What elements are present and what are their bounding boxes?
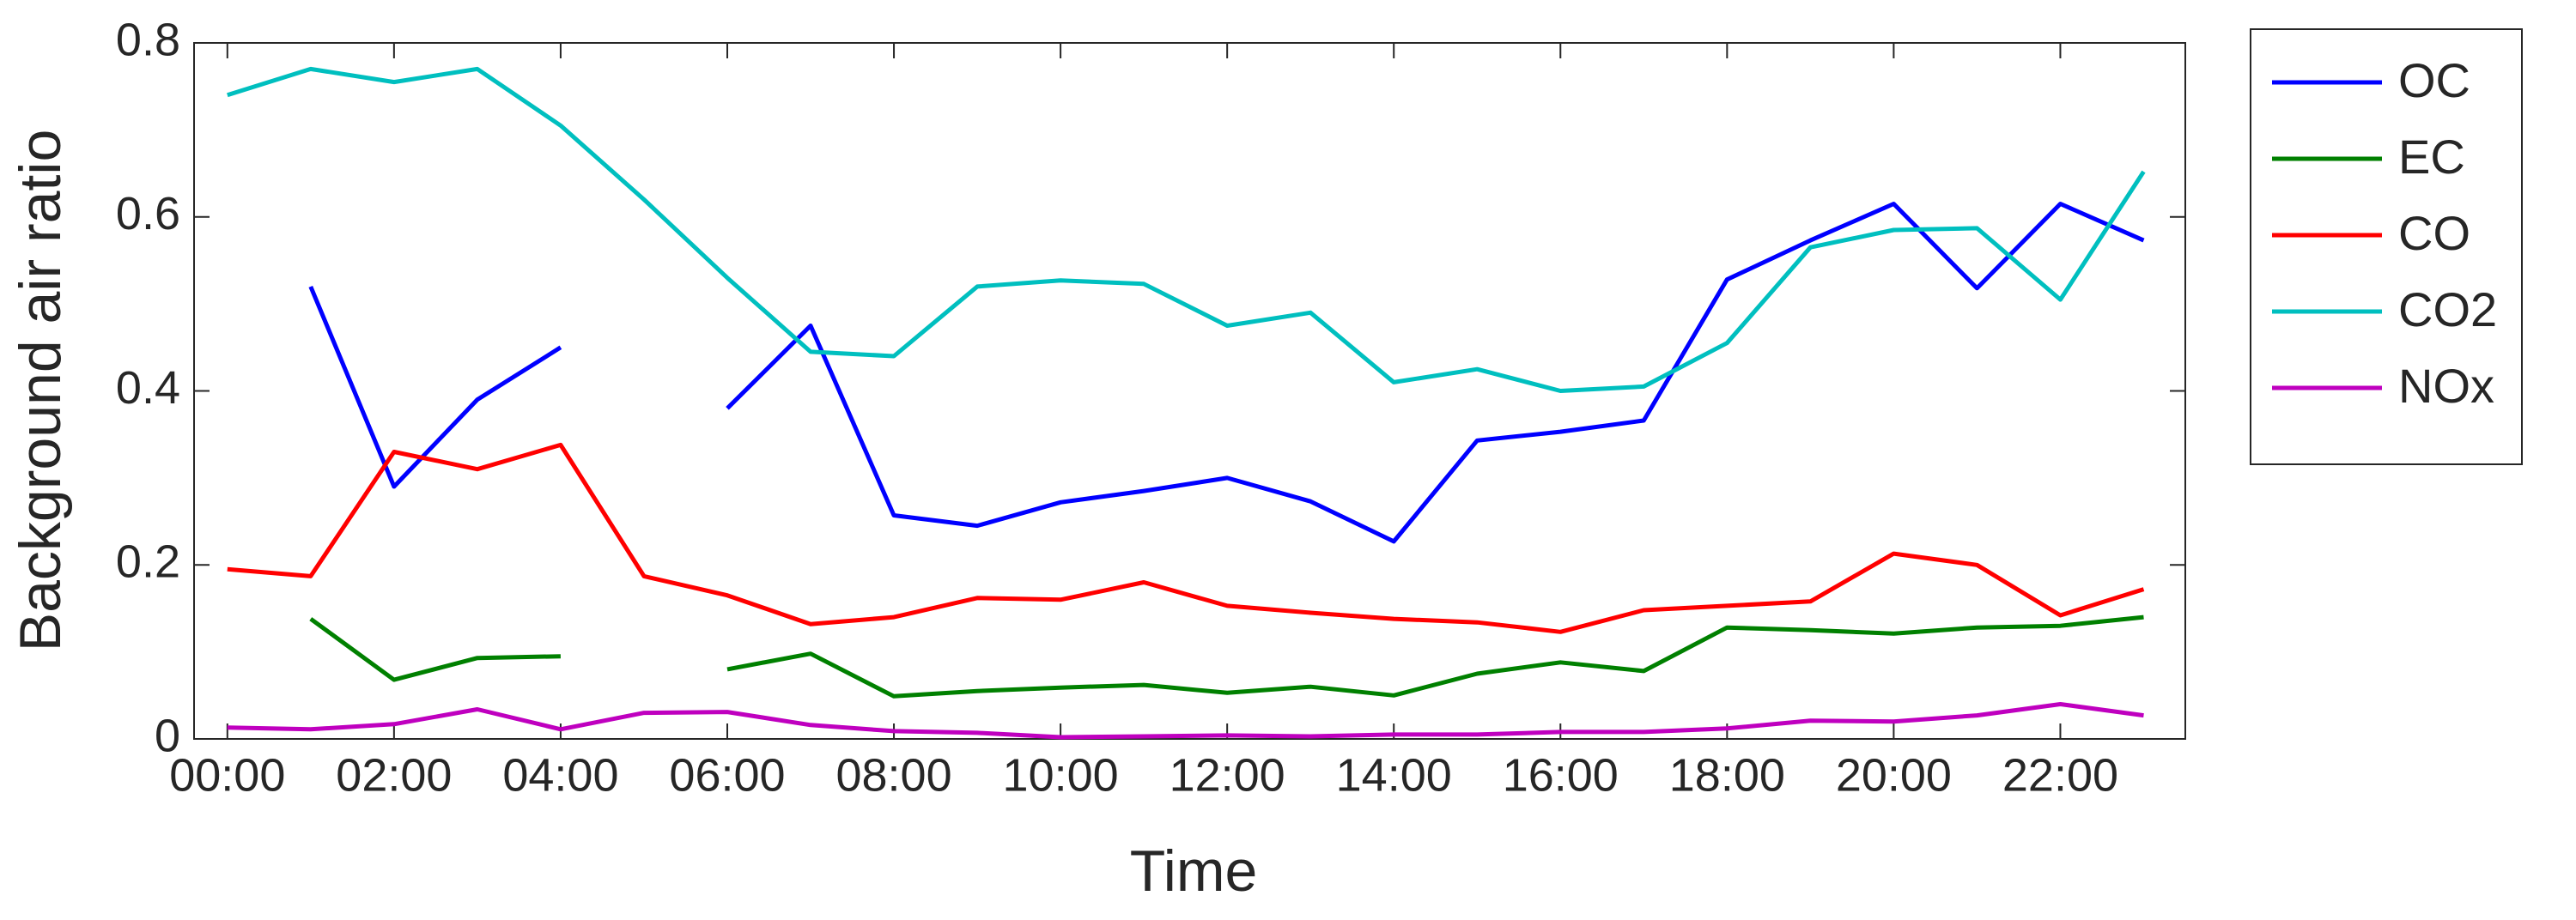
x-tick-label: 02:00: [336, 749, 452, 801]
x-tick-label: 22:00: [2002, 749, 2118, 801]
legend-box: [2250, 28, 2523, 465]
legend-label: OC: [2398, 53, 2470, 107]
series-line: [227, 442, 2145, 634]
x-tick-label: 16:00: [1503, 749, 1619, 801]
series-line: [227, 66, 2146, 393]
y-tick-label: 0: [155, 710, 180, 761]
x-tick-label: 20:00: [1836, 749, 1952, 801]
series-line: [227, 702, 2144, 740]
legend-label: CO2: [2398, 282, 2497, 336]
y-tick-label: 0.8: [116, 14, 180, 65]
legend-label: EC: [2398, 130, 2465, 184]
x-axis-title: Time: [1130, 838, 1258, 904]
y-tick-label: 0.2: [116, 536, 180, 588]
x-tick-label: 18:00: [1669, 749, 1785, 801]
x-tick-label: 12:00: [1170, 749, 1285, 801]
series-line: [309, 614, 2144, 699]
series-line: [308, 202, 2145, 544]
legend-label: NOx: [2398, 359, 2494, 413]
legend-label: CO: [2398, 206, 2470, 260]
y-axis-title: Background air ratio: [8, 130, 73, 652]
x-tick-label: 06:00: [669, 749, 785, 801]
x-tick-label: 10:00: [1003, 749, 1119, 801]
y-tick-label: 0.6: [116, 188, 180, 239]
x-tick-label: 00:00: [169, 749, 285, 801]
x-tick-label: 08:00: [835, 749, 951, 801]
x-tick-label: 14:00: [1336, 749, 1452, 801]
y-tick-label: 0.4: [116, 362, 180, 414]
x-tick-label: 04:00: [502, 749, 618, 801]
